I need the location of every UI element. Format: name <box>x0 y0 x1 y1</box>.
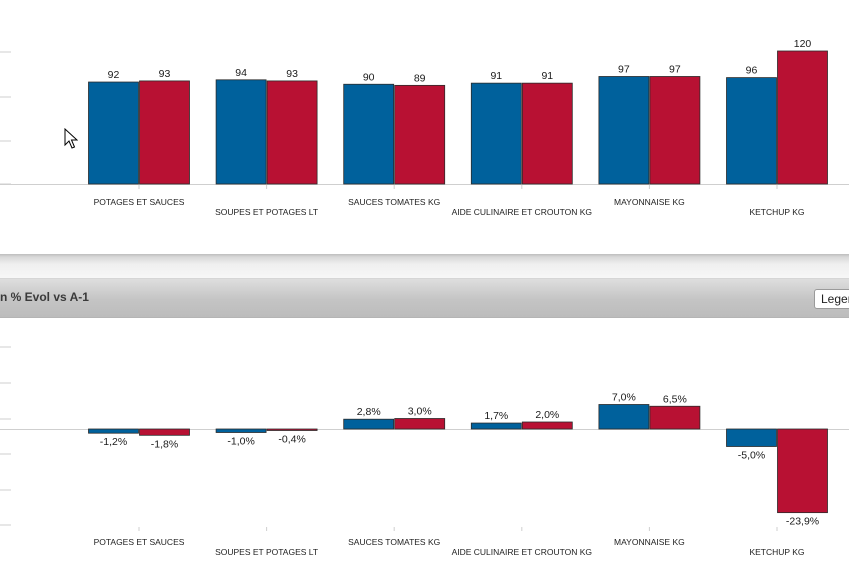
bar <box>88 81 139 185</box>
category-label: KETCHUP KG <box>749 547 804 557</box>
category-label: SOUPES ET POTAGES LT <box>215 547 318 557</box>
data-label: 92 <box>108 69 120 81</box>
bar <box>394 418 446 430</box>
bar <box>139 80 190 185</box>
bar <box>726 77 777 185</box>
bar <box>266 80 318 185</box>
data-label: -1,8% <box>151 438 178 450</box>
data-label: 89 <box>414 72 426 84</box>
data-label: 91 <box>490 70 502 82</box>
data-label: 96 <box>746 65 758 77</box>
category-label: AIDE CULINAIRE ET CROUTON KG <box>452 207 592 217</box>
bar <box>777 50 828 185</box>
data-label: 93 <box>159 68 171 80</box>
data-label: 93 <box>286 68 298 80</box>
legend-button[interactable]: Legend <box>814 289 849 309</box>
category-label: AIDE CULINAIRE ET CROUTON KG <box>452 547 592 557</box>
data-label: 97 <box>669 63 681 75</box>
bar <box>343 83 395 185</box>
category-label: POTAGES ET SAUCES <box>94 197 185 207</box>
bar <box>726 428 777 447</box>
data-label: 6,5% <box>663 393 687 405</box>
panel-header: n % Evol vs A-1 Legend <box>0 279 849 318</box>
bar <box>649 76 701 185</box>
data-label: 97 <box>618 63 630 75</box>
data-label: -1,0% <box>227 436 254 448</box>
data-label: 90 <box>363 71 375 83</box>
category-label: SOUPES ET POTAGES LT <box>215 207 318 217</box>
bar <box>215 428 267 433</box>
bar <box>394 84 446 185</box>
category-label: MAYONNAISE KG <box>614 537 685 547</box>
bar <box>521 421 573 430</box>
data-label: 94 <box>235 67 247 79</box>
bar <box>266 428 318 431</box>
data-label: -5,0% <box>738 450 765 462</box>
category-label: KETCHUP KG <box>749 207 804 217</box>
data-label: 2,8% <box>357 406 381 418</box>
panel-title: n % Evol vs A-1 <box>0 290 89 304</box>
bar <box>649 405 701 430</box>
bar <box>470 82 522 185</box>
data-label: 3,0% <box>408 406 432 418</box>
data-label: -0,4% <box>278 434 305 446</box>
volume-bar-chart: POTAGES ET SAUCES 92 93 SOUPES ET POTAGES L… <box>0 38 849 217</box>
mouse-pointer-icon <box>64 128 78 149</box>
data-label: 91 <box>541 70 553 82</box>
evolution-bar-chart: POTAGES ET SAUCES -1,2% -1,8% SOUPES ET POT… <box>0 346 849 557</box>
bar <box>139 428 190 436</box>
bar <box>521 82 573 185</box>
bar <box>598 404 650 430</box>
bar <box>598 76 650 185</box>
category-label: POTAGES ET SAUCES <box>94 537 185 547</box>
category-label: SAUCES TOMATES KG <box>348 197 440 207</box>
data-label: 1,7% <box>484 410 508 422</box>
data-label: 120 <box>794 38 812 50</box>
panel-separator <box>0 254 849 279</box>
bar <box>215 79 267 185</box>
bar <box>88 428 139 434</box>
data-label: 2,0% <box>535 409 559 421</box>
category-label: SAUCES TOMATES KG <box>348 537 440 547</box>
bar <box>343 418 395 430</box>
data-label: 7,0% <box>612 392 636 404</box>
data-label: -1,2% <box>100 436 127 448</box>
data-label: -23,9% <box>786 516 819 528</box>
bar <box>470 422 522 430</box>
bar <box>777 428 828 514</box>
category-label: MAYONNAISE KG <box>614 197 685 207</box>
